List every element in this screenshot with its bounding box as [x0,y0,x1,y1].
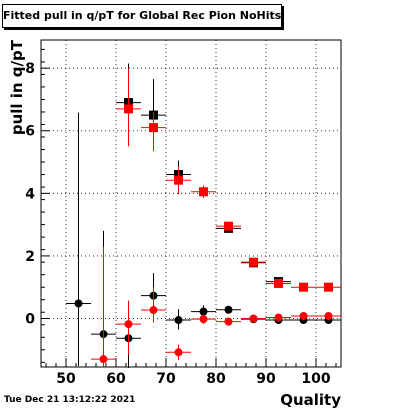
data-point [166,166,191,195]
data-point [141,286,166,323]
circle-marker [174,348,183,357]
y-tick-label: 0 [25,311,35,327]
x-tick-label: 60 [106,371,126,387]
data-point [316,311,341,320]
circle-marker [249,314,258,323]
timestamp: Tue Dec 21 13:12:22 2021 [4,395,136,405]
data-point [166,309,191,330]
data-point [191,185,216,199]
circle-marker [224,317,233,326]
circle-marker [174,316,183,325]
data-point [241,314,266,323]
data-point [116,68,141,147]
data-point [191,314,216,324]
series-1 [91,68,341,367]
square-marker [199,187,208,197]
x-tick-label: 100 [301,371,330,387]
square-marker [224,221,233,231]
circle-marker [99,355,108,364]
axis-ticks: 50 60 70 80 90 100 0 2 4 6 8 [25,48,337,387]
y-axis-title: pull in q/pT [8,39,26,135]
data-point [141,111,166,152]
circle-marker [324,311,333,320]
data-point [291,282,316,292]
data-point [66,112,91,367]
data-point [91,246,116,367]
y-tick-label: 6 [25,124,35,140]
data-point [316,282,341,292]
square-marker [249,257,258,267]
circle-marker [199,315,208,324]
square-marker [174,175,183,185]
data-series [66,63,341,368]
data-point [291,311,316,320]
square-marker [149,123,158,133]
y-tick-label: 2 [25,249,35,265]
data-point [216,305,241,314]
square-marker [274,278,283,288]
data-point [166,344,191,361]
circle-marker [299,311,308,320]
square-marker [324,282,333,292]
plot-frame [40,39,342,368]
data-point [266,278,291,288]
y-tick-label: 4 [25,186,35,202]
x-axis-title: Quality [280,391,341,409]
x-tick-label: 70 [156,371,176,387]
x-tick-label: 80 [206,371,226,387]
circle-marker [149,306,158,315]
data-point [241,257,266,267]
circle-marker [74,299,83,308]
x-tick-label: 50 [56,371,76,387]
y-tick-label: 8 [25,61,35,77]
grid-layer [41,40,341,367]
data-point [116,300,141,356]
data-point [266,313,291,322]
data-point [216,221,241,231]
circle-marker [199,307,208,316]
square-marker [124,104,133,114]
circle-marker [224,305,233,314]
x-tick-label: 90 [256,371,276,387]
chart-title: Fitted pull in q/pT for Global Rec Pion … [2,4,282,28]
square-marker [299,282,308,292]
circle-marker [274,313,283,322]
data-point [191,305,216,318]
circle-marker [124,320,133,329]
data-point [216,317,241,326]
